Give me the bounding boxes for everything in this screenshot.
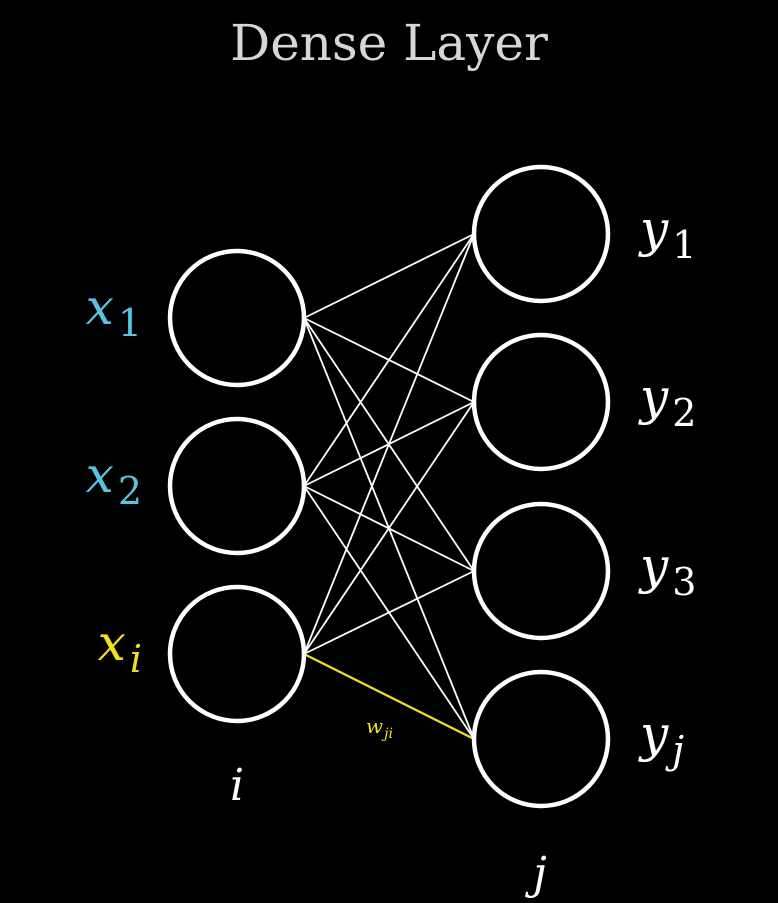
input-layer-index-label: i [230, 760, 244, 811]
edge-x1-y1 [303, 233, 475, 319]
connection-edges [303, 233, 475, 740]
edge-x3-y3 [303, 570, 475, 655]
diagram-title: Dense Layer [230, 14, 548, 72]
edge-x3-y1 [303, 233, 475, 655]
output-neuron-4 [471, 669, 611, 809]
input-neuron-3 [167, 584, 307, 724]
input-neuron-1 [167, 248, 307, 388]
output-neuron-1 [471, 164, 611, 304]
edge-x2-y1 [303, 233, 475, 487]
output-neuron-3 [471, 501, 611, 641]
edge-highlighted-weight [303, 653, 475, 740]
input-neuron-2 [167, 416, 307, 556]
weight-label: wji [366, 714, 393, 742]
output-neuron-2 [471, 332, 611, 472]
neurons [167, 164, 611, 809]
edge-x3-y2 [303, 401, 475, 655]
